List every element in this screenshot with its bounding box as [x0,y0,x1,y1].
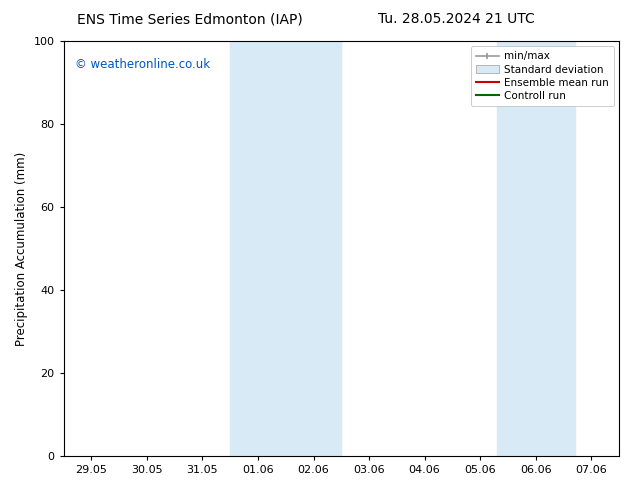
Bar [230,41,341,456]
Legend: min/max, Standard deviation, Ensemble mean run, Controll run: min/max, Standard deviation, Ensemble me… [470,46,614,106]
Text: ENS Time Series Edmonton (IAP): ENS Time Series Edmonton (IAP) [77,12,303,26]
Text: © weatheronline.co.uk: © weatheronline.co.uk [75,58,210,71]
Text: Tu. 28.05.2024 21 UTC: Tu. 28.05.2024 21 UTC [378,12,535,26]
Y-axis label: Precipitation Accumulation (mm): Precipitation Accumulation (mm) [15,151,28,345]
Bar [497,41,574,456]
